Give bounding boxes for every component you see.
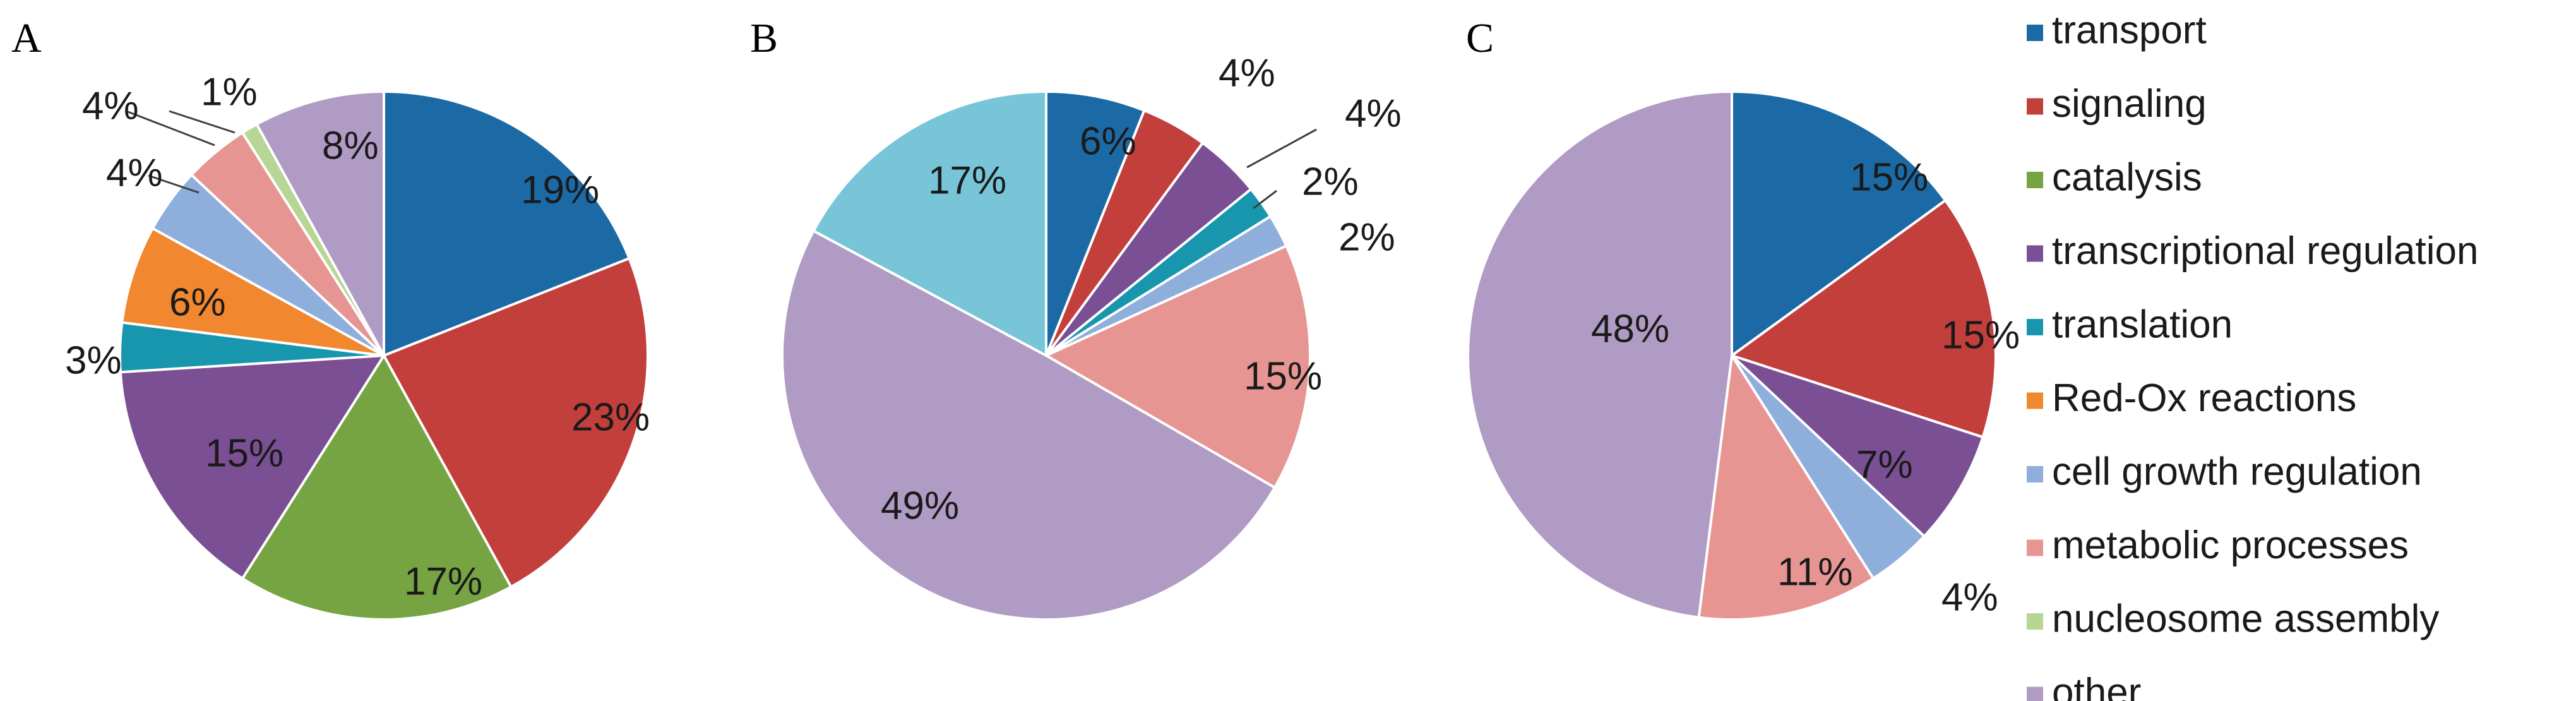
legend-label-transcriptional-regulation: transcriptional regulation — [2052, 229, 2479, 273]
panel-letter-b: B — [750, 15, 778, 61]
leader-line — [1246, 128, 1317, 169]
slice-signaling — [1729, 198, 1997, 439]
slice-metabolic — [1697, 352, 1875, 621]
leader-line — [169, 110, 236, 134]
legend-swatch-translation — [2027, 319, 2043, 335]
slice-label: 17% — [928, 159, 1006, 202]
slice-other — [1467, 90, 1733, 619]
legend: transport signaling catalysis transcription… — [2027, 8, 2479, 701]
slice-other — [254, 90, 385, 356]
legend-label-redox: Red-Ox reactions — [2052, 376, 2356, 420]
slice-label: 17% — [404, 560, 482, 603]
slice-other-b — [811, 90, 1047, 358]
slice-label: 7% — [1856, 443, 1913, 486]
slice-label: 8% — [322, 124, 379, 167]
slice-redox — [121, 226, 385, 357]
slice-transcriptional-regulation — [119, 354, 386, 580]
slice-label: 3% — [65, 339, 122, 382]
legend-swatch-signaling — [2027, 98, 2043, 115]
slice-transport — [383, 90, 631, 357]
slice-label: 49% — [881, 484, 959, 527]
slice-catalysis — [241, 353, 513, 621]
pie-chart-b: 6% 4% 4% 2% 2% 15% 49% 17% — [780, 51, 1402, 621]
legend-label-metabolic: metabolic processes — [2052, 524, 2409, 567]
slice-label: 15% — [1941, 313, 2020, 357]
legend-label-other: other — [2052, 671, 2141, 701]
slice-transport — [1731, 90, 1947, 358]
legend-swatch-cell-growth — [2027, 466, 2043, 482]
legend-swatch-catalysis — [2027, 172, 2043, 188]
leader-line — [1253, 189, 1277, 210]
legend-label-nucleosome: nucleosome assembly — [2052, 597, 2439, 640]
legend-swatch-other — [2027, 686, 2043, 701]
legend-swatch-transport — [2027, 25, 2043, 41]
pie-chart-c: 15% 15% 7% 4% 11% 48% — [1467, 90, 2020, 621]
legend-label-signaling: signaling — [2052, 82, 2207, 126]
slice-transcriptional-regulation — [1731, 354, 1985, 538]
slice-signaling — [382, 256, 649, 589]
leader-line — [126, 110, 215, 147]
slice-label: 11% — [1777, 550, 1853, 594]
legend-label-catalysis: catalysis — [2052, 155, 2202, 199]
panel-letter-a: A — [11, 15, 42, 61]
slice-label: 15% — [205, 431, 283, 475]
slice-label: 15% — [1244, 354, 1322, 398]
legend-swatch-transcriptional-regulation — [2027, 245, 2043, 262]
leader-line — [148, 174, 200, 194]
legend-swatch-metabolic — [2027, 539, 2043, 556]
legend-label-translation: translation — [2052, 303, 2233, 346]
legend-label-transport: transport — [2052, 8, 2207, 52]
slice-label: 19% — [521, 168, 599, 212]
slice-other — [780, 229, 1277, 621]
panel-letter-c: C — [1466, 15, 1494, 61]
slice-label: 6% — [1080, 119, 1136, 163]
legend-swatch-nucleosome — [2027, 613, 2043, 630]
slice-label: 2% — [1302, 160, 1359, 203]
slice-label: 2% — [1339, 215, 1395, 259]
legend-swatch-redox — [2027, 392, 2043, 409]
slice-label: 15% — [1850, 155, 1928, 199]
slice-label: 4% — [82, 84, 139, 128]
slice-label: 4% — [1219, 51, 1275, 95]
slice-label: 6% — [169, 280, 226, 324]
slice-label: 4% — [106, 151, 163, 195]
slice-transport — [1045, 90, 1146, 356]
slice-label: 48% — [1591, 307, 1669, 350]
slice-label: 23% — [571, 395, 650, 439]
slice-metabolic — [1043, 244, 1311, 489]
slice-label: 4% — [1941, 575, 1998, 619]
slice-label: 1% — [201, 70, 258, 114]
legend-label-cell-growth: cell growth regulation — [2052, 450, 2422, 493]
pie-chart-a: 19% 23% 17% 15% 3% 6% 4% 4% 1% 8% — [65, 70, 650, 621]
slice-label: 4% — [1345, 92, 1402, 135]
